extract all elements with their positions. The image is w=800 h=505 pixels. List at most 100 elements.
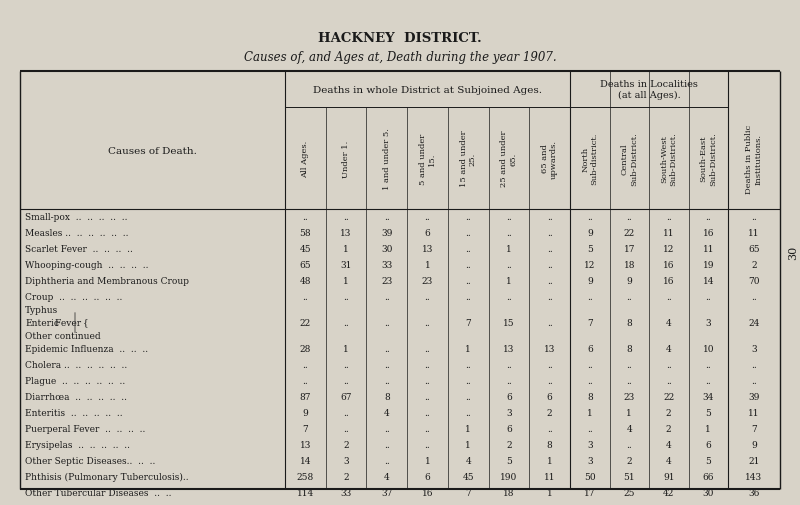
Text: ..: .. — [384, 424, 390, 433]
Text: Deaths in Public
Institutions.: Deaths in Public Institutions. — [746, 124, 762, 193]
Text: 13: 13 — [503, 344, 514, 353]
Text: ..: .. — [546, 360, 553, 369]
Text: Small-pox  ..  ..  ..  ..  ..: Small-pox .. .. .. .. .. — [25, 213, 127, 222]
Text: 4: 4 — [666, 344, 672, 353]
Text: Croup  ..  ..  ..  ..  ..  ..: Croup .. .. .. .. .. .. — [25, 293, 122, 302]
Text: ..: .. — [466, 360, 471, 369]
Text: ..: .. — [666, 360, 672, 369]
Text: 11: 11 — [748, 408, 760, 417]
Text: 7: 7 — [466, 319, 471, 327]
Text: 2: 2 — [626, 456, 632, 465]
Text: 1: 1 — [466, 344, 471, 353]
Text: Measles ..  ..  ..  ..  ..  ..: Measles .. .. .. .. .. .. — [25, 229, 129, 238]
Text: ..: .. — [384, 319, 390, 327]
Text: ..: .. — [546, 277, 553, 286]
Text: 2: 2 — [666, 424, 671, 433]
Text: ..: .. — [666, 213, 672, 222]
Text: 50: 50 — [584, 472, 595, 481]
Text: ..: .. — [751, 293, 757, 302]
Text: 6: 6 — [506, 424, 512, 433]
Text: ..: .. — [302, 293, 308, 302]
Text: 6: 6 — [587, 344, 593, 353]
Text: 33: 33 — [341, 488, 352, 497]
Text: Scarlet Fever  ..  ..  ..  ..: Scarlet Fever .. .. .. .. — [25, 245, 133, 254]
Text: ..: .. — [587, 213, 593, 222]
Text: 14: 14 — [702, 277, 714, 286]
Text: ..: .. — [384, 213, 390, 222]
Text: 1: 1 — [343, 344, 349, 353]
Text: 114: 114 — [297, 488, 314, 497]
Text: 11: 11 — [544, 472, 555, 481]
Text: Puerperal Fever  ..  ..  ..  ..: Puerperal Fever .. .. .. .. — [25, 424, 146, 433]
Text: 9: 9 — [587, 229, 593, 238]
Text: ..: .. — [343, 319, 349, 327]
Text: ..: .. — [626, 293, 632, 302]
Text: 9: 9 — [302, 408, 308, 417]
Text: 9: 9 — [587, 277, 593, 286]
Text: 7: 7 — [587, 319, 593, 327]
Text: ..: .. — [466, 408, 471, 417]
Text: 65 and
upwards.: 65 and upwards. — [541, 139, 558, 178]
Text: ..: .. — [425, 408, 430, 417]
Text: 2: 2 — [506, 440, 512, 449]
Text: 16: 16 — [663, 277, 674, 286]
Text: ..: .. — [706, 360, 711, 369]
Text: 1: 1 — [466, 440, 471, 449]
Text: ..: .. — [425, 344, 430, 353]
Text: North
Sub-district.: North Sub-district. — [581, 132, 598, 185]
Text: 9: 9 — [751, 440, 757, 449]
Text: 5: 5 — [706, 456, 711, 465]
Text: ..: .. — [587, 360, 593, 369]
Text: ..: .. — [706, 293, 711, 302]
Text: ..: .. — [506, 376, 512, 385]
Text: ..: .. — [425, 440, 430, 449]
Text: ..: .. — [425, 392, 430, 401]
Text: 13: 13 — [340, 229, 352, 238]
Text: 45: 45 — [299, 245, 311, 254]
Text: 1: 1 — [506, 277, 512, 286]
Text: ..: .. — [506, 261, 512, 270]
Text: South-East
Sub-District.: South-East Sub-District. — [700, 132, 717, 185]
Text: 19: 19 — [702, 261, 714, 270]
Text: South-West
Sub-District.: South-West Sub-District. — [660, 132, 678, 185]
Text: ..: .. — [706, 376, 711, 385]
Text: ..: .. — [384, 456, 390, 465]
Text: ..: .. — [343, 360, 349, 369]
Text: ..: .. — [466, 213, 471, 222]
Text: 39: 39 — [748, 392, 760, 401]
Text: 8: 8 — [626, 319, 632, 327]
Text: 190: 190 — [500, 472, 518, 481]
Text: 1: 1 — [587, 408, 593, 417]
Text: 13: 13 — [300, 440, 311, 449]
Text: ..: .. — [546, 213, 553, 222]
Text: 4: 4 — [626, 424, 632, 433]
Text: ..: .. — [506, 360, 512, 369]
Text: ..: .. — [425, 424, 430, 433]
Text: ..: .. — [666, 376, 672, 385]
Text: ..: .. — [466, 229, 471, 238]
Text: Other Tubercular Diseases  ..  ..: Other Tubercular Diseases .. .. — [25, 488, 171, 497]
Text: Typhus: Typhus — [25, 306, 58, 315]
Text: 12: 12 — [584, 261, 595, 270]
Text: HACKNEY  DISTRICT.: HACKNEY DISTRICT. — [318, 31, 482, 44]
Text: 258: 258 — [297, 472, 314, 481]
Text: 1: 1 — [706, 424, 711, 433]
Text: ..: .. — [302, 213, 308, 222]
Text: ..: .. — [626, 213, 632, 222]
Text: 12: 12 — [663, 245, 674, 254]
Text: ..: .. — [751, 376, 757, 385]
Text: ..: .. — [666, 293, 672, 302]
Text: Fever {: Fever { — [55, 318, 89, 327]
Text: 1: 1 — [343, 277, 349, 286]
Text: ..: .. — [466, 261, 471, 270]
Text: 16: 16 — [422, 488, 434, 497]
Text: Diphtheria and Membranous Croup: Diphtheria and Membranous Croup — [25, 277, 189, 286]
Text: 4: 4 — [666, 440, 672, 449]
Text: Causes of, and Ages at, Death during the year 1907.: Causes of, and Ages at, Death during the… — [244, 50, 556, 63]
Text: 23: 23 — [624, 392, 635, 401]
Text: ..: .. — [546, 261, 553, 270]
Text: 9: 9 — [626, 277, 632, 286]
Text: Deaths in whole District at Subjoined Ages.: Deaths in whole District at Subjoined Ag… — [313, 85, 542, 94]
Text: ..: .. — [343, 424, 349, 433]
Text: 22: 22 — [663, 392, 674, 401]
